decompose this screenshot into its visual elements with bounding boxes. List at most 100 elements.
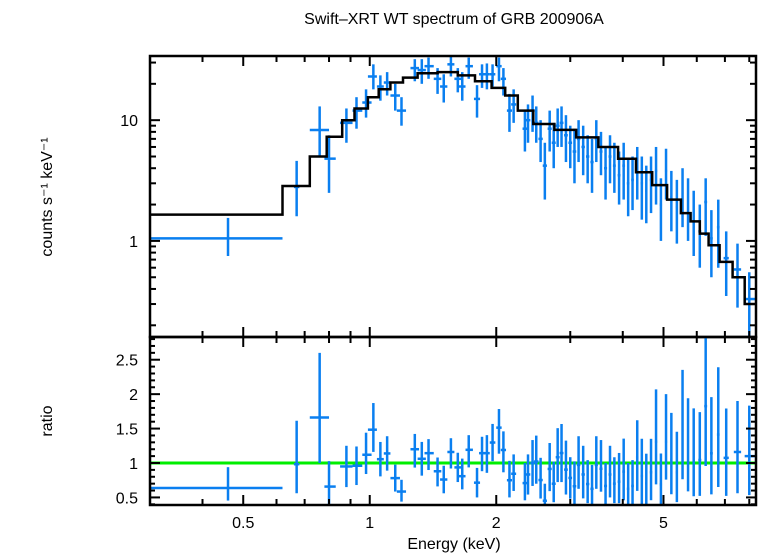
ratio-data-point [496,409,502,454]
spectrum-data-point [542,142,547,200]
ratio-data-point [594,436,598,489]
x-tick-label: 1 [365,515,374,532]
ratio-data-point [635,420,639,491]
spectrum-data-point [522,110,528,152]
y-axis-label-ratio: ratio [39,405,56,436]
x-tick-label: 0.5 [232,515,254,532]
ratio-data-point [604,463,608,505]
ratio-data-point [367,403,377,452]
spectrum-data-point [590,138,594,193]
ratio-data-point [324,461,336,505]
ratio-data-point [555,428,560,483]
spectrum-data-point [376,75,384,101]
spectrum-data-series [150,56,756,337]
spectrum-data-point [585,135,590,184]
ratio-data-point [479,436,485,472]
x-tick-label: 5 [659,515,668,532]
ratio-data-point [631,460,634,505]
spectrum-data-point [324,135,336,193]
ratio-data-point [612,457,616,504]
spectrum-data-point [709,210,713,278]
ratio-data-point [362,432,372,475]
spectrum-data-point [681,168,684,228]
ratio-data-point [698,412,702,496]
ratio-data-point [511,454,517,491]
ratio-data-point [376,441,384,477]
ratio-data-point [454,452,462,483]
ratio-data-point [659,453,663,505]
y-tick-label: 0.5 [116,490,138,507]
ratio-data-point [465,435,473,468]
spectrum-data-point [367,64,377,90]
spectrum-data-point [604,146,608,200]
chart-title: Swift–XRT WT spectrum of GRB 200906A [304,11,604,28]
ratio-data-point [309,352,330,463]
spectrum-data-point [506,93,512,132]
ratio-data-point [538,457,543,499]
spectrum-data-point [572,128,577,184]
spectrum-data-point [547,110,552,152]
ratio-data-point [590,464,594,505]
spectrum-data-point [675,179,679,244]
ratio-data-point [500,431,507,473]
y-tick-label: 10 [120,113,138,130]
ratio-data-point [559,424,564,483]
spectrum-data-point [608,135,612,184]
y-tick-label: 2 [129,387,138,404]
ratio-data-point [383,436,391,471]
spectrum-data-point [496,57,502,82]
spectrum-data-point [581,125,585,176]
ratio-data-point [709,397,713,495]
spectrum-data-point [576,120,581,163]
ratio-data-point [692,408,695,497]
x-tick-label: 2 [492,515,501,532]
ratio-axes: 0.5 1 2 5 0.5 1 1.5 2 2.5 [116,335,758,532]
ratio-data-point [723,408,729,496]
x-axis-label: Energy (keV) [407,536,500,553]
ratio-data-point [645,453,648,505]
spectrum-data-point [424,57,434,79]
spectrum-data-point [645,165,648,224]
spectrum-data-point [631,156,634,211]
spectrum-data-point [555,108,560,147]
ratio-data-point [733,401,742,494]
ratio-data-point [547,443,552,492]
ratio-data-point [150,467,283,501]
spectrum-data-point [293,160,300,217]
y-axis-label-spectrum: counts s⁻¹ keV⁻¹ [39,137,56,256]
ratio-data-point [530,440,535,486]
ratio-data-point [681,369,684,480]
spectrum-data-point [396,97,407,126]
ratio-data-point [542,483,547,505]
ratio-data-point [293,420,300,494]
ratio-data-point [576,436,581,489]
ratio-data-point [396,479,407,502]
spectrum-data-point [417,59,426,84]
ratio-data-point [622,438,626,501]
spectrum-data-point [500,68,507,96]
ratio-data-point [716,367,720,487]
spectrum-data-point [716,199,720,268]
ratio-data-point [458,458,466,490]
spectrum-data-point [686,178,690,241]
spectrum-data-point [723,231,729,296]
spectrum-data-point [564,115,568,163]
ratio-panel: 0.5 1 2 5 0.5 1 1.5 2 2.5 [116,335,758,532]
ratio-data-point [581,445,585,499]
ratio-data-point [640,438,644,504]
ratio-data-point [534,435,539,484]
ratio-data-point [686,398,690,492]
spectrum-data-point [640,156,644,220]
y-tick-label: 1 [129,234,138,251]
ratio-data-point [599,440,603,492]
ratio-data-series [150,337,756,505]
ratio-data-point [433,457,442,487]
spectrum-data-point [704,178,708,236]
ratio-data-point [585,460,590,504]
spectrum-data-point [654,146,658,205]
ratio-data-point [522,463,528,501]
ratio-data-point [649,438,653,501]
spectrum-data-point [479,64,485,88]
y-tick-label: 1.5 [116,422,138,439]
